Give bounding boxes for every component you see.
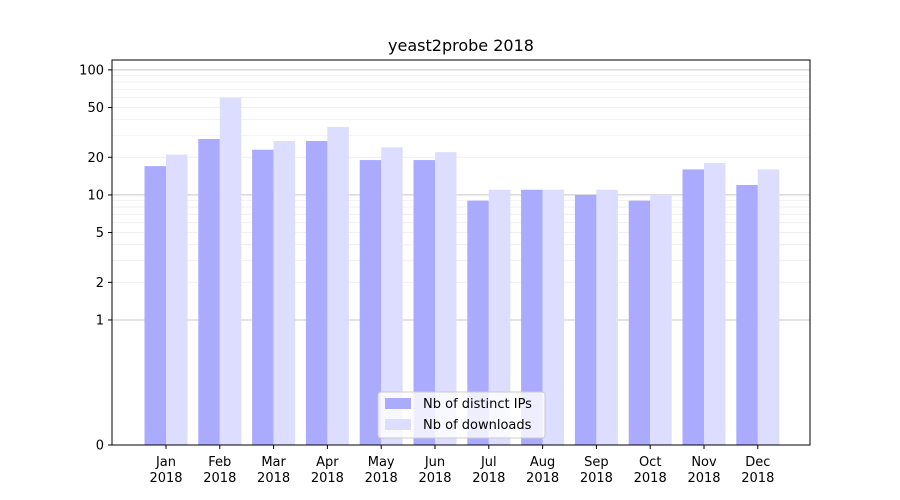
x-tick-label-year: 2018 (418, 471, 451, 486)
y-tick-label: 20 (87, 151, 104, 166)
bar-distinct-ips-mar (252, 149, 274, 446)
y-axis: 0 1 2 5 10 20 50 100 (79, 63, 112, 454)
bar-distinct-ips-aug (521, 189, 543, 445)
bar-distinct-ips-dec (736, 185, 758, 445)
bar-downloads-sep (596, 189, 618, 445)
y-tick-label: 10 (87, 188, 104, 203)
y-tick-label: 100 (79, 63, 104, 78)
x-tick-label-month: Apr (316, 455, 339, 470)
legend-swatch-distinct-ips (385, 398, 411, 409)
x-tick-label-month: Nov (691, 455, 717, 470)
x-tick-label-year: 2018 (580, 471, 613, 486)
x-tick-label-year: 2018 (311, 471, 344, 486)
x-tick-label-year: 2018 (203, 471, 236, 486)
x-tick-label-month: Dec (745, 455, 770, 470)
bar-downloads-feb (219, 97, 242, 445)
bar-downloads-nov (704, 163, 726, 445)
bar-downloads-oct (650, 194, 672, 445)
x-tick-label-year: 2018 (687, 471, 720, 486)
bars-layer (144, 97, 780, 446)
x-tick-label-month: Aug (530, 455, 555, 470)
y-tick-label: 1 (96, 313, 104, 328)
x-tick-label-month: May (368, 455, 395, 470)
bar-downloads-dec (757, 169, 780, 445)
y-tick-label: 50 (87, 101, 104, 116)
bar-distinct-ips-feb (198, 139, 220, 445)
legend-box (377, 391, 546, 439)
x-tick-label-month: Jul (480, 455, 497, 470)
legend-label-downloads: Nb of downloads (423, 418, 532, 433)
x-tick-label-year: 2018 (526, 471, 559, 486)
x-tick-label-month: Oct (639, 455, 661, 470)
bar-downloads-jun (435, 152, 457, 445)
x-tick-label-month: Feb (208, 455, 231, 470)
y-tick-label: 5 (96, 226, 104, 241)
y-tick-label: 0 (96, 439, 104, 454)
bar-downloads-mar (273, 140, 296, 445)
x-tick-label-year: 2018 (365, 471, 398, 486)
legend-label-distinct-ips: Nb of distinct IPs (423, 397, 532, 412)
x-tick-label-year: 2018 (472, 471, 505, 486)
bar-downloads-jul (488, 189, 511, 445)
x-tick-label-month: Mar (261, 455, 286, 470)
y-tick-label: 2 (96, 276, 104, 291)
bar-distinct-ips-may (359, 160, 382, 445)
bar-downloads-may (381, 147, 403, 446)
x-axis: Jan2018Feb2018Mar2018Apr2018May2018Jun20… (149, 445, 774, 486)
x-tick-label-year: 2018 (149, 471, 182, 486)
plot-frame (111, 59, 811, 446)
x-tick-label-year: 2018 (741, 471, 774, 486)
bar-distinct-ips-apr (305, 140, 328, 445)
x-tick-label-month: Jun (424, 455, 445, 470)
legend: Nb of distinct IPs Nb of downloads (377, 391, 546, 439)
chart-title: yeast2probe 2018 (388, 36, 534, 55)
bar-distinct-ips-sep (574, 194, 597, 445)
bar-distinct-ips-nov (682, 169, 704, 445)
x-tick-label-year: 2018 (257, 471, 290, 486)
x-tick-label-month: Jan (155, 455, 176, 470)
bar-distinct-ips-jan (144, 166, 166, 445)
bar-distinct-ips-oct (628, 200, 651, 445)
bar-downloads-apr (327, 126, 349, 446)
bar-distinct-ips-jun (413, 160, 435, 445)
bar-downloads-jan (166, 154, 188, 446)
legend-swatch-downloads (385, 419, 411, 430)
x-tick-label-year: 2018 (634, 471, 667, 486)
x-tick-label-month: Sep (584, 455, 609, 470)
bar-downloads-aug (542, 189, 565, 445)
bar-distinct-ips-jul (467, 200, 489, 445)
